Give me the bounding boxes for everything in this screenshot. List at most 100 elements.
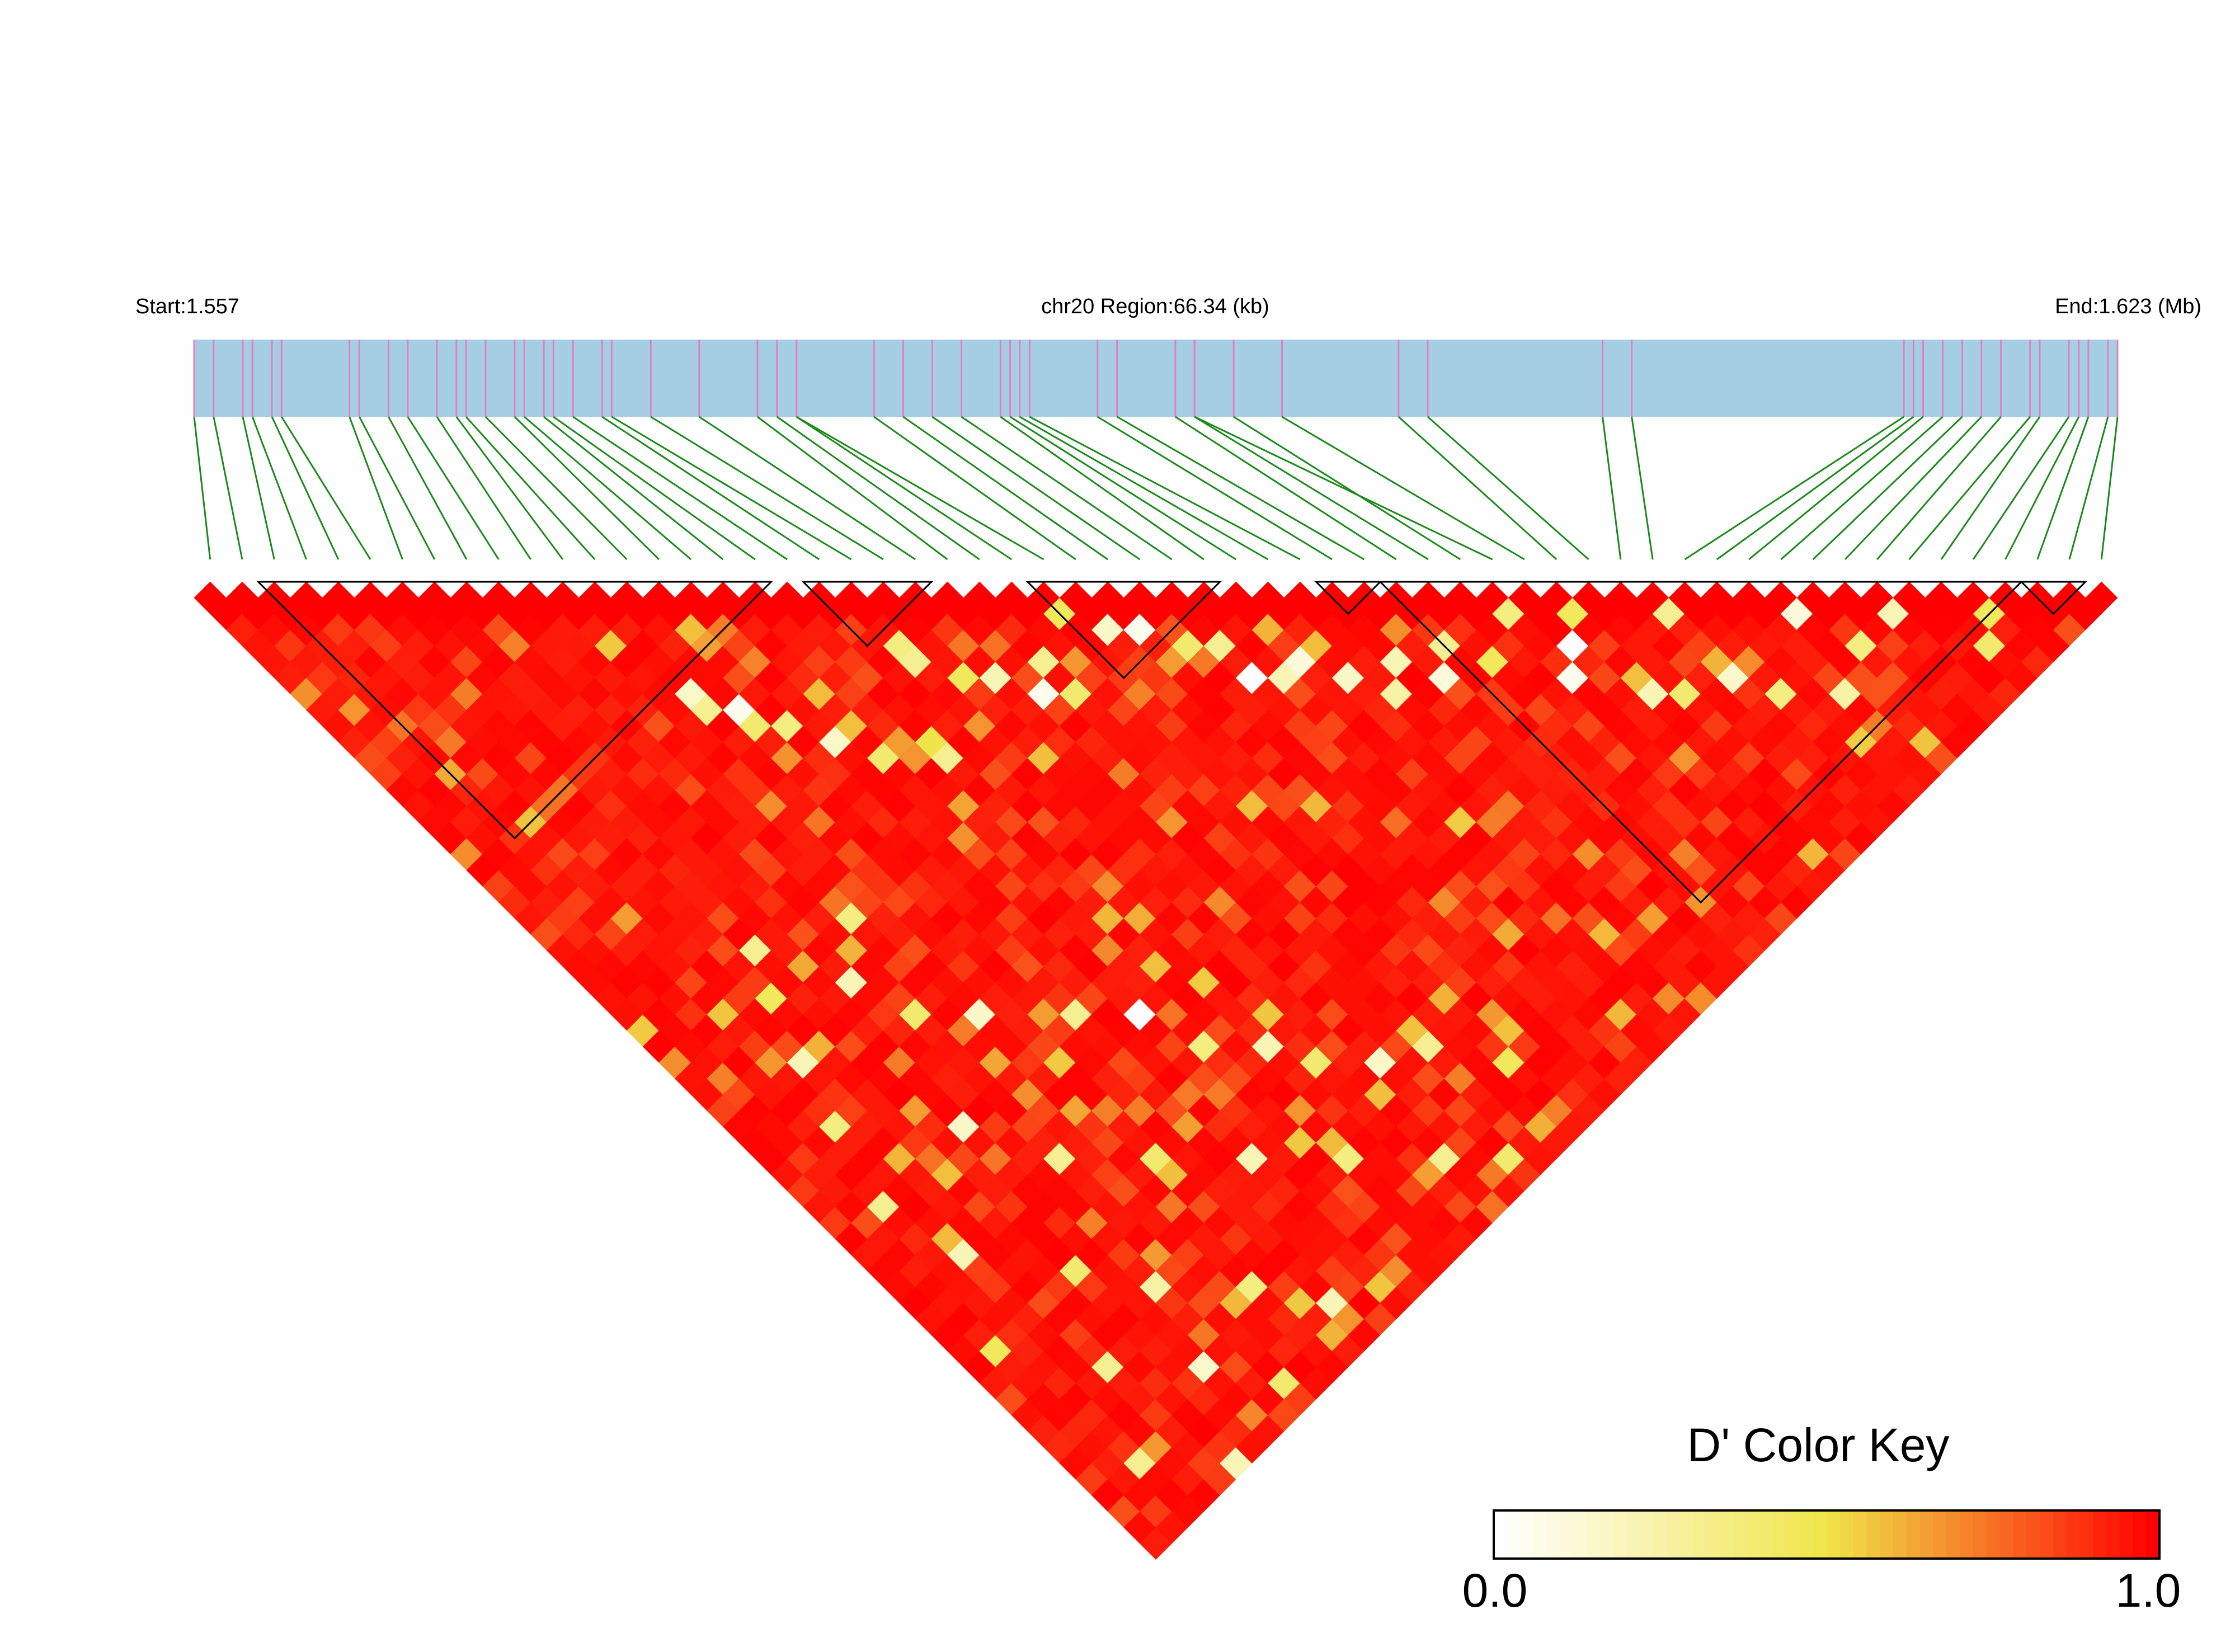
color-key-swatch xyxy=(1653,1510,1668,1559)
snp-connector xyxy=(1009,416,1237,561)
region-end-label: End:1.623 (Mb) xyxy=(2055,295,2201,318)
snp-connector xyxy=(961,416,1173,561)
color-key-swatch xyxy=(1733,1510,1747,1559)
haplotype-block xyxy=(1378,581,2024,904)
color-key-swatch xyxy=(1693,1510,1707,1559)
color-key-swatch xyxy=(1520,1510,1535,1559)
color-key-swatch xyxy=(2026,1510,2040,1559)
snp-connector xyxy=(407,416,500,560)
color-key-swatch xyxy=(1986,1510,2001,1559)
snp-connector xyxy=(388,416,468,560)
color-key-swatch xyxy=(1507,1510,1521,1559)
snp-connector xyxy=(902,416,1108,561)
color-key-min-label: 0.0 xyxy=(1462,1564,1528,1617)
snp-connector xyxy=(455,416,564,560)
color-key-swatch xyxy=(2146,1510,2160,1559)
snp-connector xyxy=(611,416,852,561)
color-key-swatch xyxy=(2093,1510,2107,1559)
snp-connector xyxy=(484,416,628,561)
color-key-swatch xyxy=(1800,1510,1814,1559)
snp-connector xyxy=(1427,416,1589,561)
color-key-max-label: 1.0 xyxy=(2116,1564,2181,1617)
color-key-swatch xyxy=(2053,1510,2067,1559)
color-key: D' Color Key 0.0 1.0 xyxy=(1462,1419,2181,1617)
snp-connector xyxy=(514,416,660,561)
snp-connector xyxy=(698,416,916,561)
snp-connector xyxy=(436,416,531,560)
snp-connector xyxy=(1194,416,1493,561)
snp-connector xyxy=(553,416,756,561)
color-key-swatch xyxy=(1813,1510,1827,1559)
snp-connector xyxy=(796,416,1012,561)
region-start-label: Start:1.557 xyxy=(135,295,239,318)
color-key-swatch xyxy=(1706,1510,1721,1559)
snp-connector xyxy=(1716,416,1914,561)
chromosome-track-bar xyxy=(194,340,2118,417)
snp-connector xyxy=(1019,416,1269,561)
color-key-swatch xyxy=(1839,1510,1854,1559)
color-key-swatch xyxy=(2133,1510,2147,1559)
color-key-swatch xyxy=(1627,1510,1641,1559)
snp-connector xyxy=(543,416,724,561)
color-key-swatch xyxy=(1919,1510,1934,1559)
color-key-frame xyxy=(1493,1509,2161,1560)
color-key-swatch xyxy=(1600,1510,1614,1559)
haplotype-block xyxy=(2019,581,2088,615)
color-key-swatch xyxy=(2119,1510,2134,1559)
snp-connector xyxy=(1175,416,1397,561)
snp-connector xyxy=(359,416,436,560)
color-key-swatch xyxy=(1587,1510,1601,1559)
color-key-swatch xyxy=(1680,1510,1694,1559)
color-key-swatch xyxy=(2079,1510,2093,1559)
color-key-swatch xyxy=(1720,1510,1734,1559)
snp-connector xyxy=(1233,416,1461,561)
color-key-title: D' Color Key xyxy=(1687,1419,1950,1471)
color-key-swatch xyxy=(1853,1510,1867,1559)
color-key-swatch xyxy=(1747,1510,1761,1559)
color-key-swatch xyxy=(1640,1510,1654,1559)
snp-connector xyxy=(650,416,884,561)
color-key-swatch xyxy=(1560,1510,1574,1559)
color-key-swatch xyxy=(1667,1510,1681,1559)
snp-connector xyxy=(213,416,243,560)
haplotype-block xyxy=(1314,581,1382,615)
snp-connector xyxy=(1029,416,1301,561)
snp-connector xyxy=(2100,416,2119,560)
color-key-swatch xyxy=(1533,1510,1547,1559)
region-size-label: chr20 Region:66.34 (kb) xyxy=(1041,295,1269,318)
snp-connector xyxy=(193,416,211,560)
snp-connector xyxy=(2068,416,2109,560)
haplotype-block xyxy=(256,581,774,840)
snp-connector xyxy=(2036,416,2090,560)
snp-connector xyxy=(1940,416,2041,560)
snp-connector xyxy=(757,416,948,561)
snp-connector xyxy=(1684,416,1904,561)
snp-connector xyxy=(1748,416,1924,561)
haplotype-block-outlines xyxy=(256,581,2088,904)
snp-connector xyxy=(1281,416,1525,561)
snp-connector xyxy=(572,416,788,561)
snp-connector xyxy=(1876,416,2002,560)
snp-connector xyxy=(280,416,371,560)
color-key-swatch xyxy=(1866,1510,1880,1559)
color-key-swatch xyxy=(1786,1510,1801,1559)
color-key-swatch xyxy=(1999,1510,2013,1559)
color-key-swatch xyxy=(2106,1510,2120,1559)
color-key-swatch xyxy=(1880,1510,1894,1559)
color-key-swatch xyxy=(1933,1510,1947,1559)
snp-connector xyxy=(1631,416,1654,560)
snp-connector xyxy=(524,416,692,561)
color-key-swatch xyxy=(1906,1510,1921,1559)
snp-connector xyxy=(873,416,1076,561)
snp-connector xyxy=(601,416,820,561)
color-key-swatch xyxy=(1960,1510,1974,1559)
color-key-swatch xyxy=(1773,1510,1787,1559)
haplotype-block xyxy=(801,581,934,647)
snp-connector xyxy=(1844,416,1982,561)
snp-connector xyxy=(931,416,1141,561)
color-key-swatch xyxy=(2013,1510,2027,1559)
snp-connector xyxy=(776,416,980,561)
color-key-swatch xyxy=(1827,1510,1841,1559)
color-key-swatch xyxy=(1547,1510,1561,1559)
